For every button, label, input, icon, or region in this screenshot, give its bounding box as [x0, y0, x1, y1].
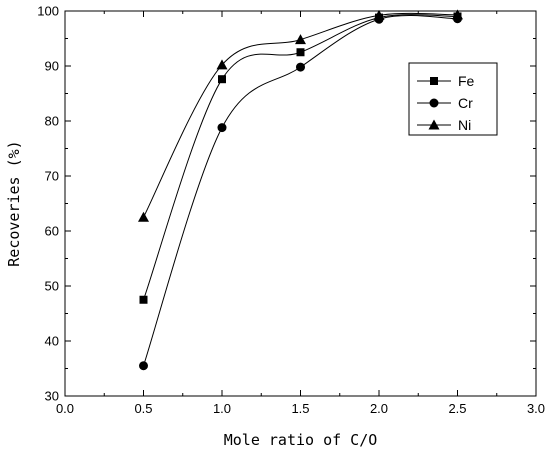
data-point-cr — [217, 123, 227, 133]
y-tick-label: 40 — [45, 334, 59, 349]
legend-marker-fe — [430, 77, 438, 85]
data-point-ni — [138, 211, 149, 222]
legend-box — [408, 62, 498, 136]
legend-label-fe: Fe — [458, 73, 475, 89]
legend-label-ni: Ni — [458, 117, 471, 133]
y-tick-label: 100 — [37, 4, 59, 19]
x-tick-label: 0.5 — [134, 401, 152, 416]
axis-ticks: 0.0 0.5 1.0 1.5 2.0 2.5 3.0 30 40 50 60 70 80 90 100 — [37, 4, 545, 417]
x-tick-label: 1.0 — [213, 401, 231, 416]
data-point-fe — [218, 75, 226, 84]
y-tick-label: 80 — [45, 114, 59, 129]
y-tick-label: 30 — [45, 389, 59, 404]
x-tick-label: 2.0 — [370, 401, 388, 416]
y-tick-label: 70 — [45, 169, 59, 184]
legend-marker-cr — [429, 98, 439, 108]
y-tick-label: 90 — [45, 59, 59, 74]
legend-label-cr: Cr — [458, 95, 473, 111]
y-tick-label: 60 — [45, 224, 59, 239]
x-tick-label: 2.5 — [448, 401, 466, 416]
legend: Fe Cr Ni — [408, 62, 498, 136]
legend-marker-ni — [428, 119, 440, 130]
fit-curve-fe — [143, 14, 458, 300]
fit-curves — [143, 12, 458, 366]
x-tick-label: 0.0 — [56, 401, 74, 416]
data-points — [138, 9, 463, 371]
data-point-cr — [296, 62, 305, 72]
data-point-ni — [216, 59, 228, 70]
x-tick-label: 1.5 — [291, 401, 309, 416]
data-point-fe — [296, 48, 305, 57]
y-axis-title: Recoveries (%) — [5, 140, 23, 266]
y-tick-label: 50 — [45, 279, 59, 294]
data-point-ni — [373, 9, 385, 20]
data-point-fe — [139, 295, 148, 304]
x-tick-label: 3.0 — [527, 401, 545, 416]
fit-curve-ni — [143, 12, 458, 218]
data-point-cr — [139, 361, 148, 371]
x-axis-title: Mole ratio of C/O — [224, 431, 378, 449]
data-point-ni — [452, 9, 463, 20]
data-point-ni — [295, 34, 306, 45]
fit-curve-cr — [143, 15, 458, 366]
